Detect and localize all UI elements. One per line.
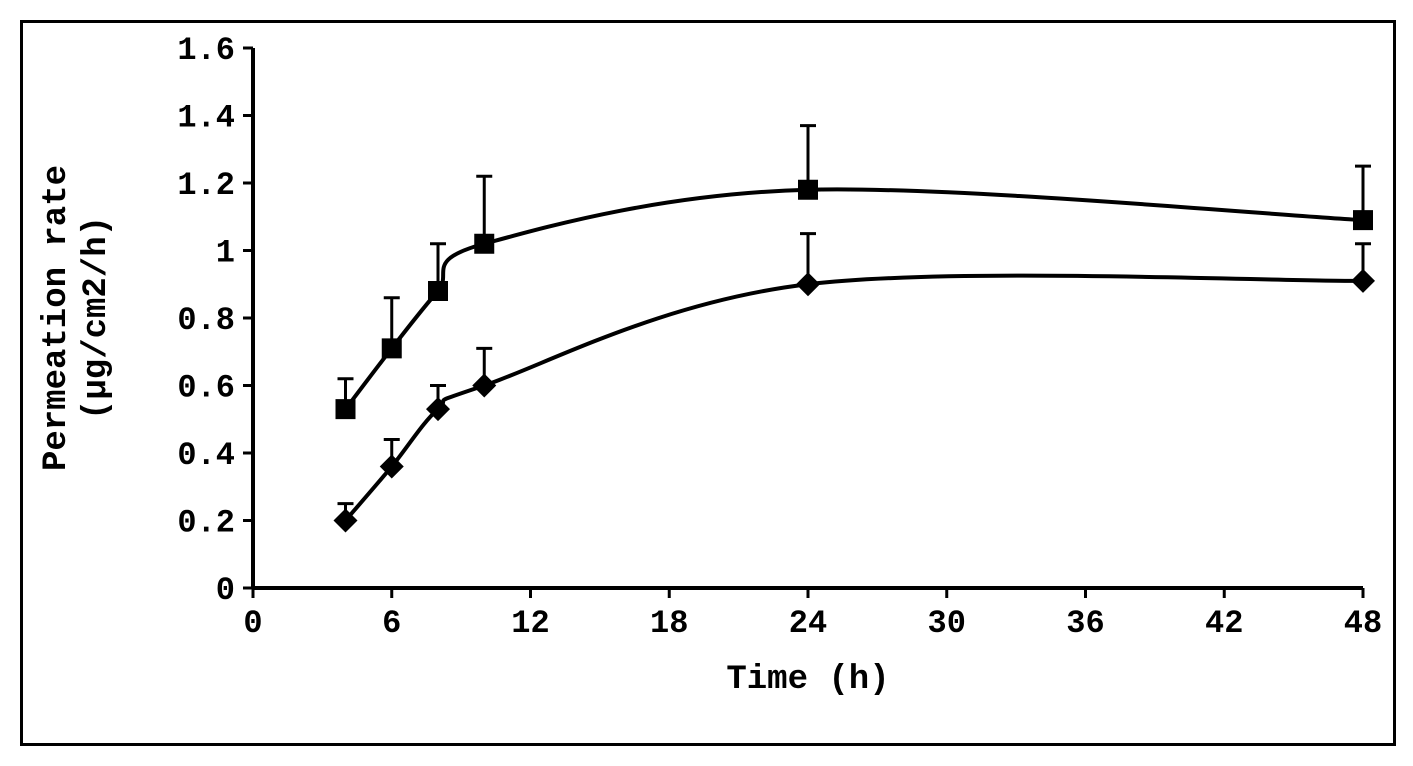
x-tick-label: 18 bbox=[650, 605, 688, 642]
chart-svg: 00.20.40.60.811.21.41.60612182430364248 … bbox=[23, 23, 1393, 743]
y-tick-label: 0.8 bbox=[177, 302, 235, 339]
y-axis-label-line2: (μg/cm2/h) bbox=[78, 216, 116, 420]
series-group bbox=[334, 126, 1376, 533]
y-tick-label: 0.6 bbox=[177, 370, 235, 407]
y-tick-label: 0.2 bbox=[177, 505, 235, 542]
labels-group: Time (h) Permeation rate(μg/cm2/h) bbox=[38, 165, 890, 699]
axes-group: 0 0.2 0.4 0.6 0.8 1 1.2 1.4 1.6 0 6 12 18 24 30 36 42 48 bbox=[177, 32, 1382, 642]
y-tick-label: 1.4 bbox=[177, 100, 235, 137]
series-upper-marker bbox=[798, 180, 818, 200]
x-tick-label: 6 bbox=[382, 605, 401, 642]
y-tick-label: 1 bbox=[216, 235, 235, 272]
x-tick-label: 24 bbox=[789, 605, 827, 642]
series-lower-marker bbox=[472, 374, 496, 398]
series-lower-marker bbox=[796, 272, 820, 296]
x-tick-label: 0 bbox=[243, 605, 262, 642]
series-lower-marker bbox=[1351, 269, 1375, 293]
series-upper-line bbox=[346, 189, 1364, 409]
chart-container: 00.20.40.60.811.21.41.60612182430364248 … bbox=[20, 20, 1396, 746]
y-tick-label: 1.6 bbox=[177, 32, 235, 69]
y-axis-label-line1: Permeation rate bbox=[38, 165, 76, 471]
x-tick-label: 12 bbox=[511, 605, 549, 642]
x-tick-label: 30 bbox=[928, 605, 966, 642]
x-tick-label: 48 bbox=[1344, 605, 1382, 642]
x-axis-label: Time (h) bbox=[726, 661, 889, 699]
series-upper-marker bbox=[474, 234, 494, 254]
y-tick-label: 1.2 bbox=[177, 167, 235, 204]
series-upper-marker bbox=[336, 399, 356, 419]
series-upper-marker bbox=[428, 281, 448, 301]
x-tick-label: 36 bbox=[1066, 605, 1104, 642]
y-axis-label-group: Permeation rate(μg/cm2/h) bbox=[38, 165, 116, 471]
y-tick-label: 0 bbox=[216, 572, 235, 609]
x-tick-label: 42 bbox=[1205, 605, 1243, 642]
series-upper-marker bbox=[1353, 210, 1373, 230]
series-upper-marker bbox=[382, 338, 402, 358]
series-lower-line bbox=[346, 276, 1364, 521]
y-tick-label: 0.4 bbox=[177, 437, 235, 474]
